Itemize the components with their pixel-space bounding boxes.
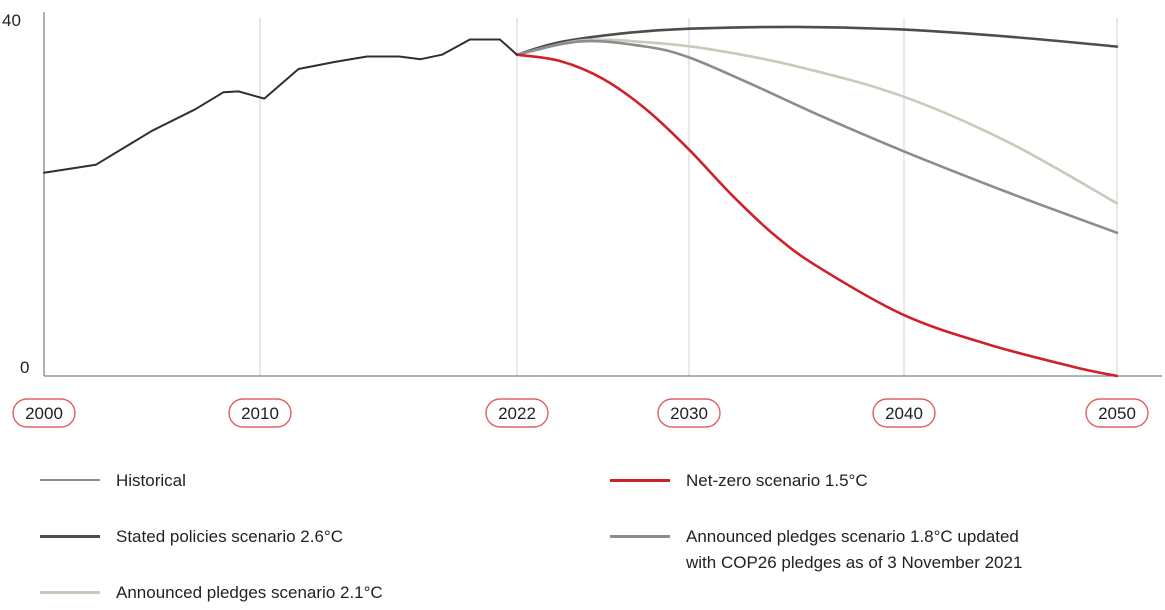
legend-label-announced-pledges-2-1: Announced pledges scenario 2.1°C	[116, 583, 383, 602]
x-tick-pill-2030	[657, 398, 721, 428]
legend-item-historical: Historical	[40, 468, 186, 494]
x-tick-label-2050: 2050	[1098, 404, 1136, 423]
x-tick-label-2010: 2010	[241, 404, 279, 423]
x-tick-pill-2022	[485, 398, 549, 428]
emissions-chart: 40 0 2000 2010 2022 2030 2040 2050	[2, 11, 1162, 428]
x-tick-pill-2050	[1085, 398, 1149, 428]
legend-item-net-zero: Net-zero scenario 1.5°C	[610, 468, 868, 494]
grid-lines	[259, 18, 1118, 376]
legend-item-announced-pledges-1-8: Announced pledges scenario 1.8°C updated…	[610, 524, 1022, 576]
x-tick-2050: 2050	[1085, 398, 1149, 428]
legend-item-announced-pledges-2-1: Announced pledges scenario 2.1°C	[40, 580, 383, 606]
legend-swatch-stated-policies	[40, 535, 100, 538]
x-tick-label-2030: 2030	[670, 404, 708, 423]
legend-label-stated-policies: Stated policies scenario 2.6°C	[116, 527, 343, 546]
legend-swatch-historical	[40, 479, 100, 481]
x-tick-2030: 2030	[657, 398, 721, 428]
series-line-announced-pledges-scenario-2-1-c	[515, 38, 1119, 205]
y-tick-label-bottom: 0	[20, 358, 29, 377]
legend-swatch-announced-pledges-1-8	[610, 535, 670, 538]
x-tick-2010: 2010	[228, 398, 292, 428]
legend-item-stated-policies: Stated policies scenario 2.6°C	[40, 524, 343, 550]
y-tick-label-top: 40	[2, 11, 21, 30]
series-line-stated-policies-scenario-2-6-c	[515, 25, 1119, 56]
x-tick-label-2022: 2022	[498, 404, 536, 423]
legend-label-net-zero: Net-zero scenario 1.5°C	[686, 471, 868, 490]
x-tick-2022: 2022	[485, 398, 549, 428]
series-lines	[43, 25, 1119, 378]
x-tick-label-2000: 2000	[25, 404, 63, 423]
axes: 40 0	[2, 11, 1162, 377]
x-tick-pill-2010	[228, 398, 292, 428]
x-tick-2040: 2040	[872, 398, 936, 428]
series-line-net-zero-scenario-1-5-c	[515, 53, 1119, 378]
x-tick-pill-2000	[12, 398, 76, 428]
series-line-announced-pledges-scenario-1-8-c-updated	[515, 39, 1119, 235]
legend-swatch-net-zero	[610, 479, 670, 482]
legend-label-announced-pledges-1-8: Announced pledges scenario 1.8°C updated…	[686, 527, 1023, 572]
x-tick-pill-2040	[872, 398, 936, 428]
x-tick-2000: 2000	[12, 398, 76, 428]
legend-swatch-announced-pledges-2-1	[40, 591, 100, 594]
x-tick-label-2040: 2040	[885, 404, 923, 423]
legend-label-historical: Historical	[116, 471, 186, 490]
series-line-historical	[43, 38, 518, 174]
x-tick-labels: 2000 2010 2022 2030 2040 2050	[12, 398, 1149, 428]
